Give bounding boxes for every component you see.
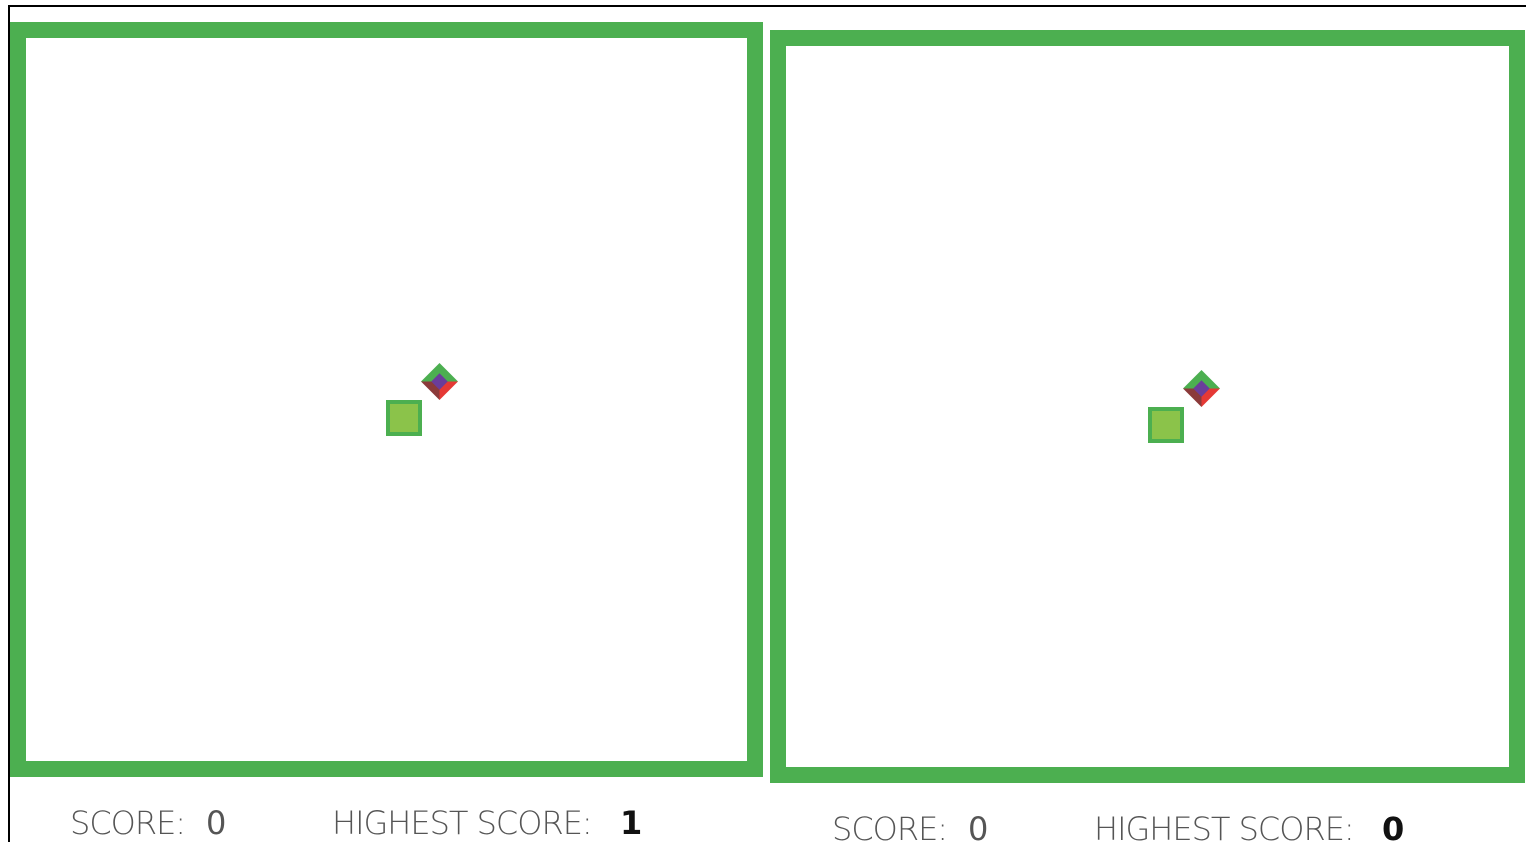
snake-head-icon xyxy=(421,363,458,400)
score-label: SCORE: xyxy=(70,804,186,842)
window-frame-top xyxy=(8,5,1526,7)
food-block xyxy=(1148,407,1184,443)
game-board-right xyxy=(770,30,1525,783)
score-row-right: SCORE: 0 HIGHEST SCORE: 0 xyxy=(832,809,1432,842)
highest-score-value: 1 xyxy=(620,804,643,842)
score-value: 0 xyxy=(206,804,227,842)
highest-score-label: HIGHEST SCORE: xyxy=(332,804,593,842)
highest-score-value: 0 xyxy=(1382,810,1405,842)
score-row-left: SCORE: 0 HIGHEST SCORE: 1 xyxy=(70,803,670,842)
snake-head-icon xyxy=(1183,370,1220,407)
score-value: 0 xyxy=(968,810,989,842)
score-label: SCORE: xyxy=(832,810,948,842)
window-frame-left xyxy=(8,5,10,842)
highest-score-label: HIGHEST SCORE: xyxy=(1094,810,1355,842)
food-block xyxy=(386,400,422,436)
game-board-left xyxy=(10,22,763,777)
